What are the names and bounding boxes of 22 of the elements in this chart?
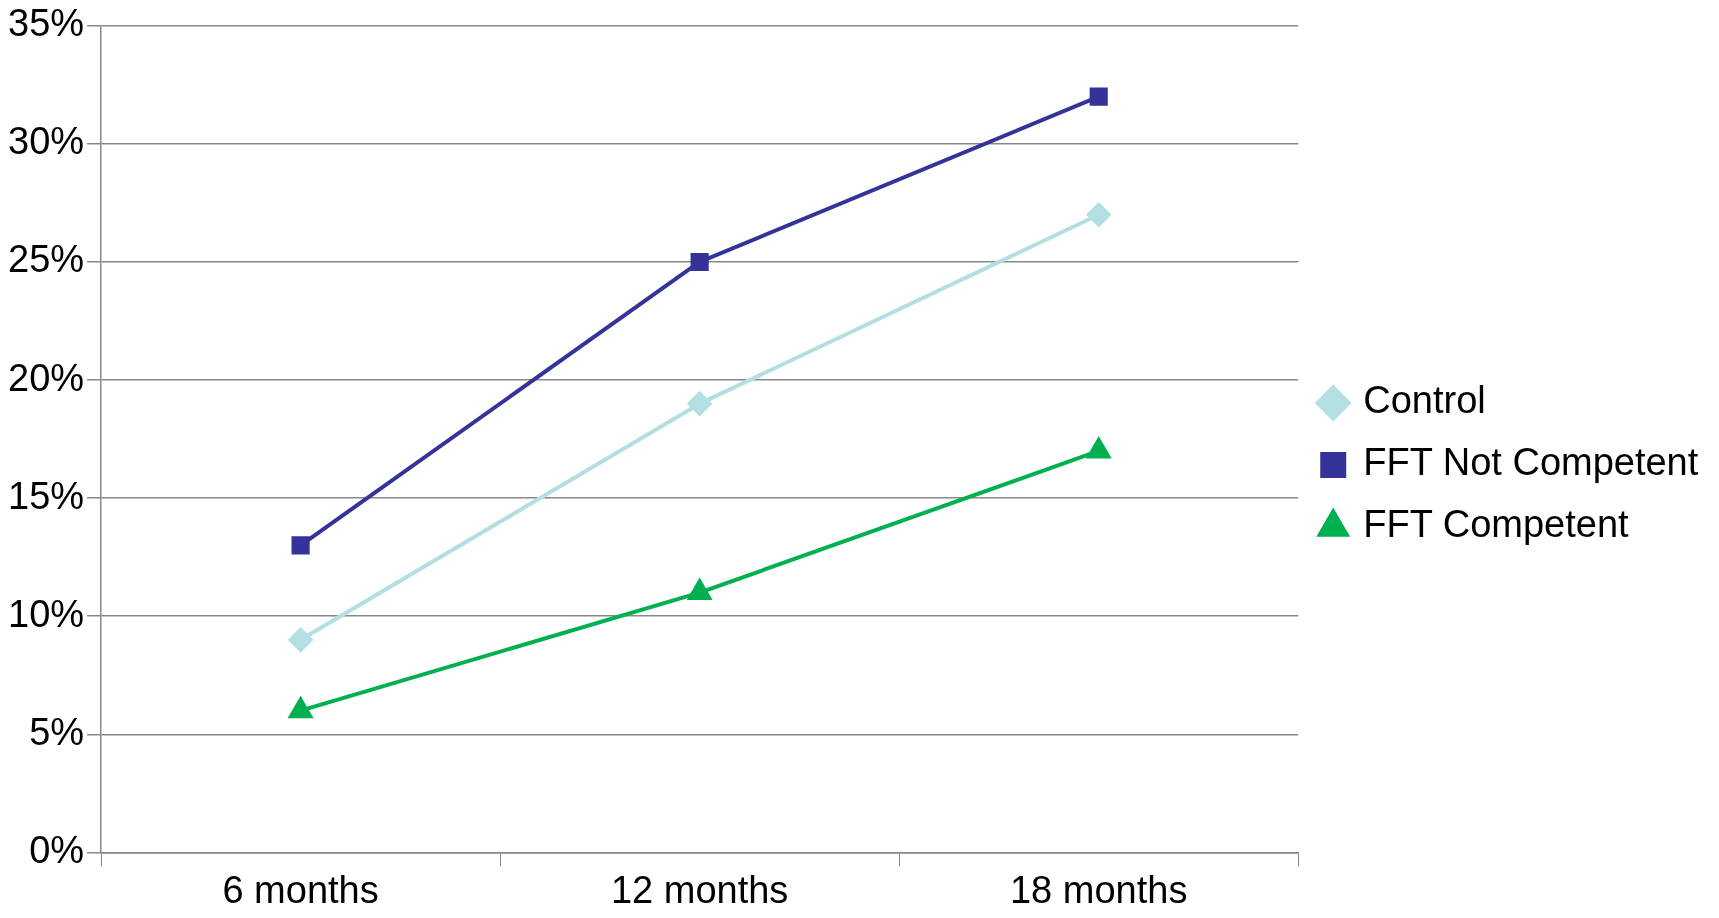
point <box>1089 87 1108 106</box>
y-tick-label: 35% <box>7 2 85 45</box>
y-tick-label: 0% <box>29 828 85 871</box>
y-tick-label: 25% <box>7 238 85 281</box>
legend-label: Control <box>1363 379 1486 422</box>
legend-label: FFT Competent <box>1363 503 1630 546</box>
x-tick-label: 18 months <box>1009 868 1188 911</box>
point <box>288 627 313 652</box>
y-tick-label: 10% <box>7 592 85 635</box>
point <box>686 577 713 601</box>
point <box>291 536 310 555</box>
y-tick-label: 5% <box>29 710 85 753</box>
legend-label: FFT Not Competent <box>1363 441 1699 484</box>
y-tick-label: 30% <box>7 120 85 163</box>
y-tick-label: 20% <box>7 356 85 399</box>
x-tick-label: 12 months <box>610 868 789 911</box>
x-tick-label: 6 months <box>222 868 379 911</box>
point <box>687 391 712 416</box>
point <box>690 252 709 272</box>
y-tick-label: 15% <box>7 474 85 517</box>
point <box>287 695 314 719</box>
point <box>1086 202 1111 227</box>
